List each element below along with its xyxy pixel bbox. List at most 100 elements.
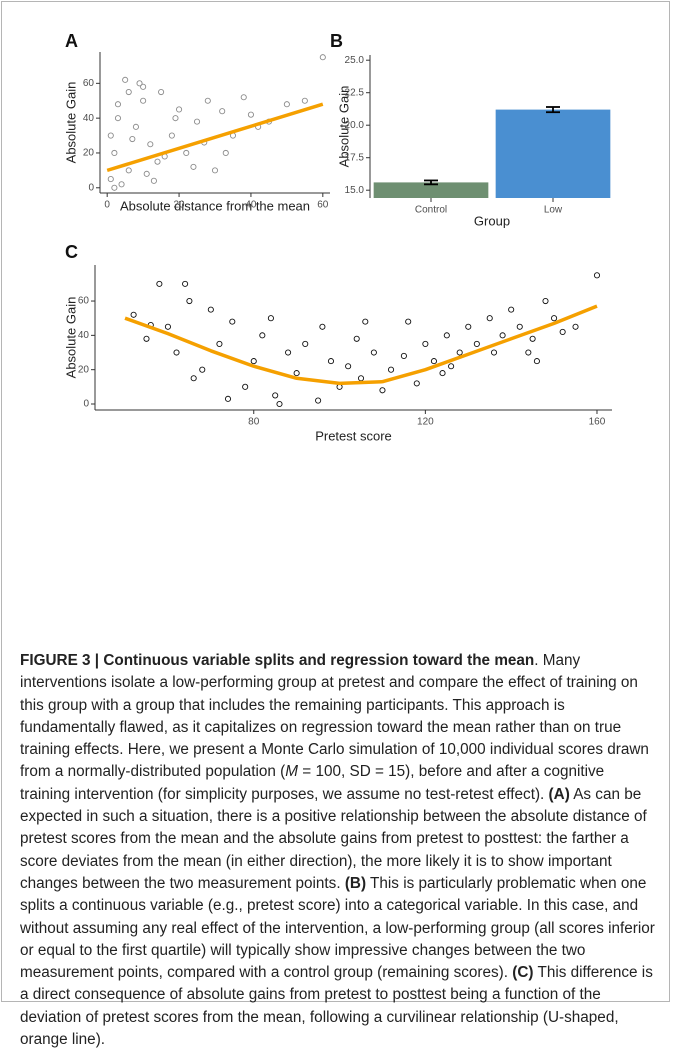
x-tick-label: 160: [589, 417, 606, 428]
data-point: [302, 340, 309, 347]
x-axis-title: Pretest score: [315, 428, 392, 443]
data-point: [125, 167, 132, 174]
data-point: [193, 118, 201, 125]
data-point: [486, 315, 493, 322]
data-point: [443, 332, 450, 339]
data-point: [114, 115, 122, 122]
data-point: [413, 380, 420, 387]
panel-letter: A: [65, 31, 78, 51]
data-point: [247, 111, 254, 118]
x-axis-title: Absolute distance from the mean: [120, 198, 310, 213]
data-point: [529, 335, 536, 342]
data-point: [172, 115, 179, 122]
x-tick-label: 80: [248, 417, 260, 428]
data-point: [186, 297, 193, 305]
data-point: [190, 163, 197, 170]
y-tick-label: 15.0: [345, 185, 365, 196]
data-point: [439, 370, 446, 377]
caption-run: M: [285, 763, 299, 781]
x-tick-label: 120: [417, 417, 434, 428]
data-point: [276, 400, 283, 408]
data-point: [118, 181, 125, 188]
data-point: [267, 315, 274, 322]
caption-run: As can be expected in such a situation, …: [20, 785, 647, 892]
caption-run: (A): [548, 785, 570, 803]
data-point: [473, 340, 480, 347]
data-point: [285, 349, 292, 356]
data-point: [240, 94, 247, 101]
y-tick-label: 25.0: [345, 55, 365, 66]
caption-run: This is particularly problematic when on…: [20, 874, 655, 982]
data-point: [572, 323, 579, 330]
x-tick-label: 40: [245, 200, 257, 211]
data-point: [224, 395, 232, 402]
data-point: [422, 340, 429, 347]
data-point: [490, 349, 498, 356]
data-point: [114, 101, 122, 108]
data-point: [176, 106, 183, 113]
data-point: [129, 135, 136, 143]
data-point: [293, 370, 300, 377]
data-point: [125, 88, 132, 96]
data-point: [362, 318, 369, 325]
data-point: [559, 328, 566, 335]
data-point: [199, 366, 206, 373]
data-point: [143, 335, 150, 342]
caption-run: (B): [344, 874, 367, 892]
data-point: [211, 167, 219, 174]
data-point: [379, 387, 386, 394]
panel-letter: C: [65, 242, 78, 262]
caption-run: . Many interventions isolate a low-perfo…: [20, 652, 649, 781]
data-point: [516, 323, 523, 330]
data-point: [219, 108, 226, 115]
figure: A Absolute Gain Absolute distance from the…: [63, 31, 612, 443]
data-point: [143, 170, 150, 177]
data-point: [156, 280, 163, 287]
data-point: [533, 358, 540, 365]
data-point: [216, 340, 223, 347]
data-point: [173, 349, 180, 356]
data-point: [183, 149, 190, 157]
panel-letter: B: [330, 31, 343, 51]
data-point: [204, 97, 211, 104]
data-point: [272, 392, 279, 399]
data-point: [345, 363, 352, 370]
data-point: [111, 149, 118, 157]
data-point: [593, 272, 601, 279]
data-point: [448, 363, 455, 370]
data-point: [168, 132, 175, 139]
x-tick-label: 20: [174, 200, 186, 211]
data-point: [207, 306, 214, 313]
data-point: [147, 141, 154, 148]
y-tick-label: 40: [83, 113, 95, 124]
data-point: [229, 318, 236, 325]
y-tick-label: 0: [83, 399, 89, 410]
data-point: [259, 332, 266, 339]
bar: [495, 109, 611, 198]
y-tick-label: 60: [83, 78, 95, 89]
data-point: [387, 366, 395, 373]
data-point: [525, 349, 532, 356]
x-tick-label: 0: [104, 200, 110, 211]
error-bar: [424, 179, 438, 186]
fit-line: [106, 102, 324, 173]
data-point: [327, 358, 335, 365]
y-tick-label: 60: [78, 296, 90, 307]
data-point: [250, 358, 257, 365]
data-point: [107, 132, 114, 139]
data-point: [242, 383, 249, 390]
bar: [373, 182, 489, 198]
x-axis-title: Group: [474, 213, 510, 228]
data-point: [111, 184, 118, 191]
data-point: [136, 80, 143, 87]
x-tick-label: Control: [415, 205, 447, 216]
data-point: [465, 323, 472, 330]
data-point: [122, 76, 129, 83]
data-point: [319, 54, 326, 61]
figure-frame: [1, 1, 670, 1002]
data-point: [430, 358, 437, 365]
data-point: [315, 397, 322, 404]
error-bar: [546, 106, 560, 114]
data-point: [140, 97, 147, 104]
